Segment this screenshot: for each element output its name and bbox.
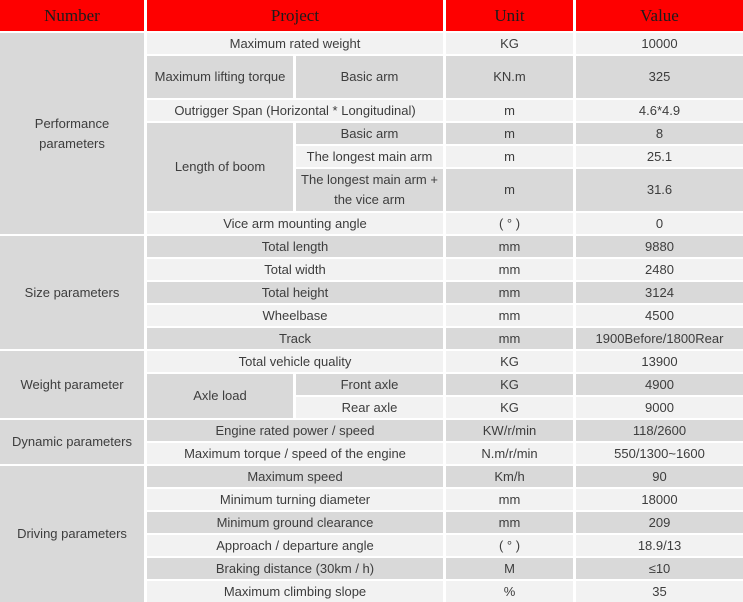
group-cell: Performance parameters — [0, 33, 144, 234]
header-value: Value — [576, 0, 743, 31]
unit-cell: KG — [446, 351, 573, 372]
sub-project-cell: Basic arm — [296, 56, 443, 98]
unit-cell: m — [446, 123, 573, 144]
value-cell: 118/2600 — [576, 420, 743, 441]
sub-project-cell: Basic arm — [296, 123, 443, 144]
value-cell: 13900 — [576, 351, 743, 372]
value-cell: 325 — [576, 56, 743, 98]
unit-cell: mm — [446, 282, 573, 303]
header-unit: Unit — [446, 0, 573, 31]
unit-cell: mm — [446, 512, 573, 533]
project-cell: Total length — [147, 236, 443, 257]
unit-cell: m — [446, 169, 573, 211]
header-number: Number — [0, 0, 144, 31]
unit-cell: m — [446, 100, 573, 121]
sub-project-cell: Front axle — [296, 374, 443, 395]
value-cell: ≤10 — [576, 558, 743, 579]
value-cell: 209 — [576, 512, 743, 533]
project-cell: Braking distance (30km / h) — [147, 558, 443, 579]
unit-cell: mm — [446, 489, 573, 510]
project-cell: Maximum lifting torque — [147, 56, 293, 98]
project-cell: Minimum ground clearance — [147, 512, 443, 533]
project-cell: Approach / departure angle — [147, 535, 443, 556]
project-cell: Axle load — [147, 374, 293, 418]
project-cell: Total height — [147, 282, 443, 303]
unit-cell: mm — [446, 305, 573, 326]
unit-cell: ( ° ) — [446, 535, 573, 556]
project-cell: Length of boom — [147, 123, 293, 211]
unit-cell: M — [446, 558, 573, 579]
group-cell: Size parameters — [0, 236, 144, 349]
sub-project-cell: Rear axle — [296, 397, 443, 418]
unit-cell: Km/h — [446, 466, 573, 487]
value-cell: 10000 — [576, 33, 743, 54]
unit-cell: KW/r/min — [446, 420, 573, 441]
project-cell: Engine rated power / speed — [147, 420, 443, 441]
unit-cell: % — [446, 581, 573, 602]
sub-project-cell: The longest main arm — [296, 146, 443, 167]
unit-cell: mm — [446, 259, 573, 280]
value-cell: 4500 — [576, 305, 743, 326]
unit-cell: KG — [446, 374, 573, 395]
project-cell: Minimum turning diameter — [147, 489, 443, 510]
project-cell: Track — [147, 328, 443, 349]
value-cell: 3124 — [576, 282, 743, 303]
value-cell: 25.1 — [576, 146, 743, 167]
unit-cell: mm — [446, 328, 573, 349]
header-project: Project — [147, 0, 443, 31]
value-cell: 2480 — [576, 259, 743, 280]
value-cell: 4900 — [576, 374, 743, 395]
unit-cell: KG — [446, 33, 573, 54]
unit-cell: N.m/r/min — [446, 443, 573, 464]
project-cell: Total vehicle quality — [147, 351, 443, 372]
project-cell: Vice arm mounting angle — [147, 213, 443, 234]
project-cell: Maximum climbing slope — [147, 581, 443, 602]
value-cell: 0 — [576, 213, 743, 234]
unit-cell: m — [446, 146, 573, 167]
project-cell: Total width — [147, 259, 443, 280]
unit-cell: KG — [446, 397, 573, 418]
value-cell: 18.9/13 — [576, 535, 743, 556]
unit-cell: mm — [446, 236, 573, 257]
group-cell: Driving parameters — [0, 466, 144, 602]
group-cell: Weight parameter — [0, 351, 144, 418]
value-cell: 35 — [576, 581, 743, 602]
value-cell: 8 — [576, 123, 743, 144]
value-cell: 31.6 — [576, 169, 743, 211]
project-cell: Outrigger Span (Horizontal * Longitudina… — [147, 100, 443, 121]
project-cell: Wheelbase — [147, 305, 443, 326]
project-cell: Maximum speed — [147, 466, 443, 487]
sub-project-cell: The longest main arm + the vice arm — [296, 169, 443, 211]
group-cell: Dynamic parameters — [0, 420, 144, 464]
value-cell: 4.6*4.9 — [576, 100, 743, 121]
unit-cell: KN.m — [446, 56, 573, 98]
value-cell: 9000 — [576, 397, 743, 418]
value-cell: 18000 — [576, 489, 743, 510]
value-cell: 1900Before/1800Rear — [576, 328, 743, 349]
value-cell: 90 — [576, 466, 743, 487]
unit-cell: ( ° ) — [446, 213, 573, 234]
value-cell: 9880 — [576, 236, 743, 257]
project-cell: Maximum rated weight — [147, 33, 443, 54]
value-cell: 550/1300~1600 — [576, 443, 743, 464]
project-cell: Maximum torque / speed of the engine — [147, 443, 443, 464]
